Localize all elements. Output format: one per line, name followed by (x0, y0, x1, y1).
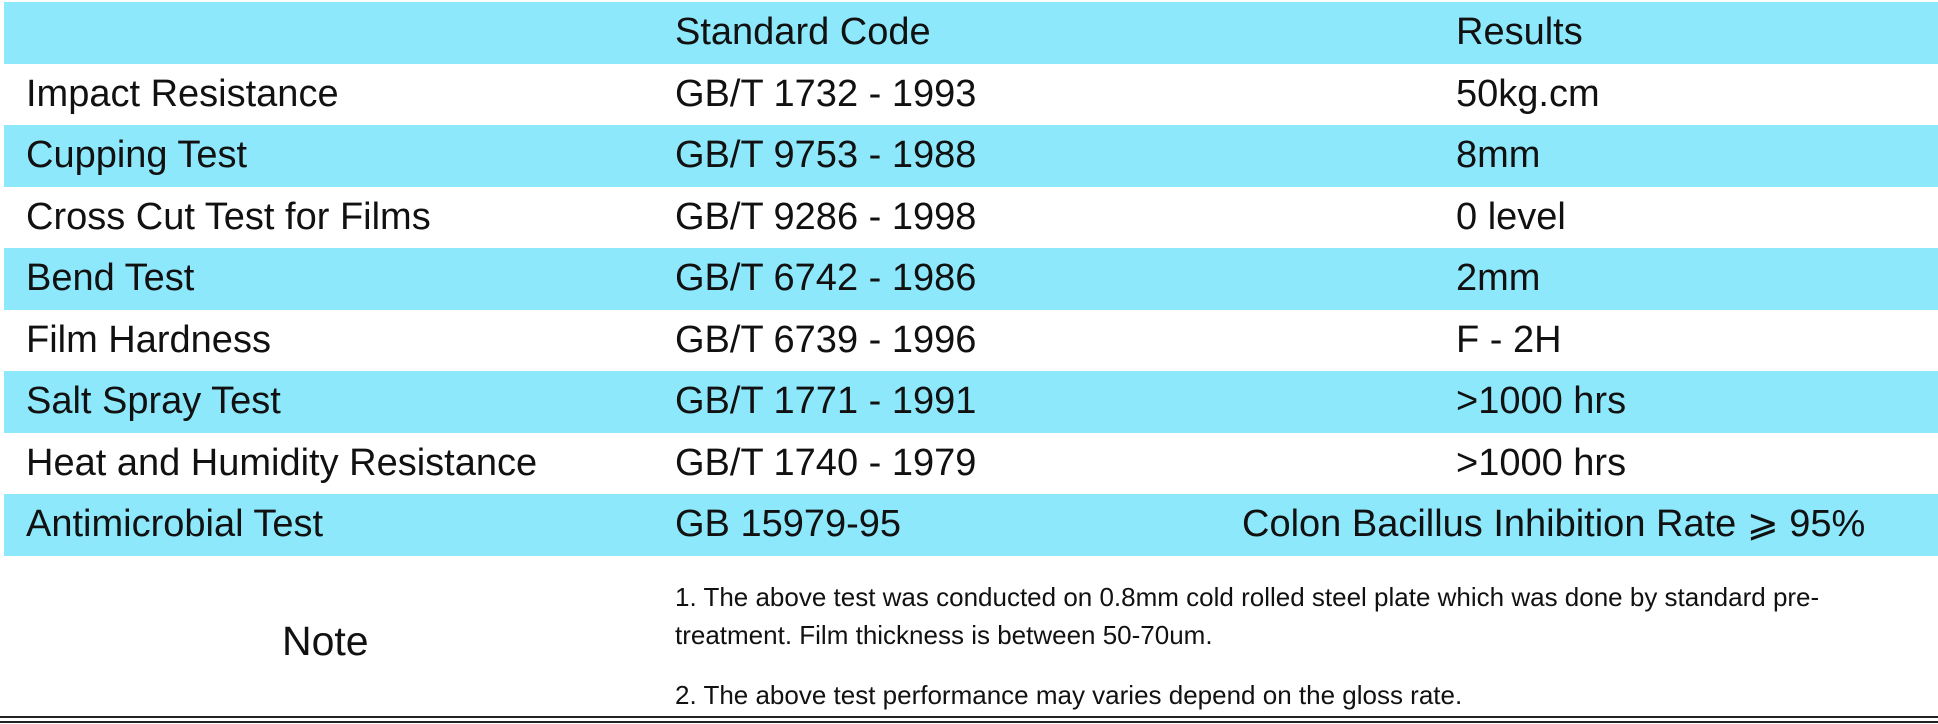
test-name: Impact Resistance (26, 72, 339, 115)
test-name: Antimicrobial Test (26, 503, 324, 545)
note-text: 1. The above test was conducted on 0.8mm… (675, 578, 1895, 714)
test-result: 2mm (1456, 257, 1541, 299)
standard-code: GB/T 1771 - 1991 (675, 380, 977, 422)
test-result: 0 level (1456, 195, 1566, 238)
standard-code: GB/T 6739 - 1996 (675, 318, 977, 361)
note-label: Note (282, 618, 369, 664)
test-name: Bend Test (26, 257, 195, 299)
test-result: >1000 hrs (1456, 380, 1627, 422)
test-name: Cross Cut Test for Films (26, 195, 431, 238)
bottom-rule (0, 716, 1938, 718)
bottom-rule-double (0, 721, 1938, 723)
test-result: Colon Bacillus Inhibition Rate ⩾ 95% (1242, 503, 1866, 545)
table-row: Cupping Test GB/T 9753 - 1988 8mm (4, 125, 1938, 187)
table-row: Impact Resistance GB/T 1732 - 1993 50kg.… (4, 64, 1938, 126)
note-line-2: 2. The above test performance may varies… (675, 680, 1463, 710)
table-row: Cross Cut Test for Films GB/T 9286 - 199… (4, 187, 1938, 249)
standard-code: GB 15979-95 (675, 503, 902, 545)
test-name: Heat and Humidity Resistance (26, 441, 538, 484)
table-row: Antimicrobial Test GB 15979-95 Colon Bac… (4, 494, 1938, 556)
table-row: Bend Test GB/T 6742 - 1986 2mm (4, 248, 1938, 310)
test-result: F - 2H (1456, 318, 1562, 361)
standard-code: GB/T 6742 - 1986 (675, 257, 977, 299)
standard-code: GB/T 9286 - 1998 (675, 195, 977, 238)
standard-code: GB/T 1740 - 1979 (675, 441, 977, 484)
table-row: Film Hardness GB/T 6739 - 1996 F - 2H (4, 310, 1938, 372)
test-result: 8mm (1456, 134, 1541, 176)
standard-code: GB/T 1732 - 1993 (675, 72, 977, 115)
header-results: Results (1456, 11, 1583, 53)
header-standard-code: Standard Code (675, 11, 931, 53)
test-results-table: Standard Code Results Impact Resistance … (4, 2, 1938, 556)
test-result: 50kg.cm (1456, 72, 1600, 115)
test-name: Film Hardness (26, 318, 271, 361)
table-row: Salt Spray Test GB/T 1771 - 1991 >1000 h… (4, 371, 1938, 433)
table-row: Heat and Humidity Resistance GB/T 1740 -… (4, 433, 1938, 495)
note-line-1: 1. The above test was conducted on 0.8mm… (675, 582, 1820, 650)
test-result: >1000 hrs (1456, 441, 1627, 484)
standard-code: GB/T 9753 - 1988 (675, 134, 977, 176)
table-header-row: Standard Code Results (4, 2, 1938, 64)
test-name: Cupping Test (26, 134, 248, 176)
test-name: Salt Spray Test (26, 380, 281, 422)
note-section: Note 1. The above test was conducted on … (0, 568, 1938, 716)
